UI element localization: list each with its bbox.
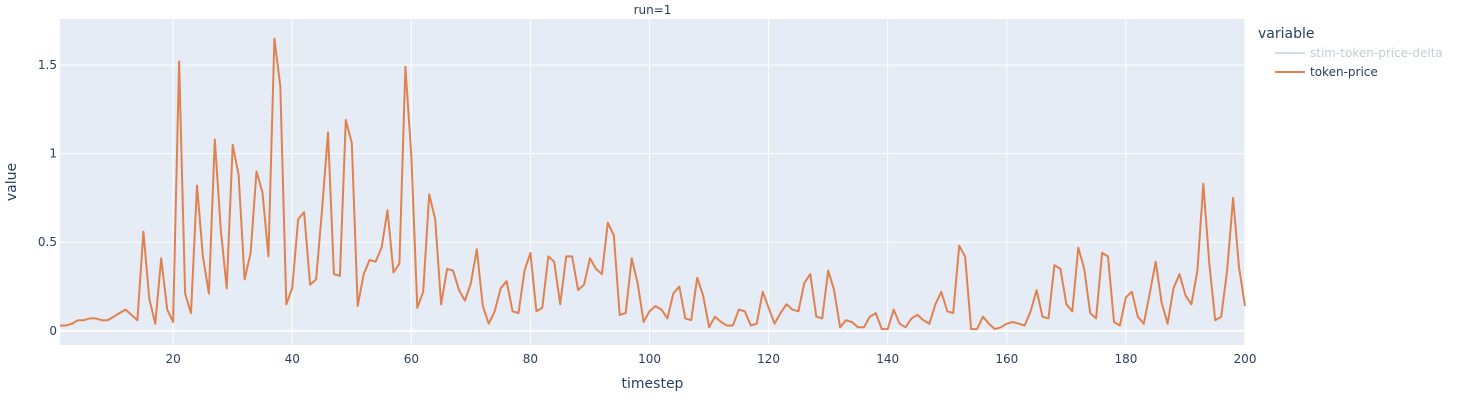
y-tick-label: 0 <box>49 324 57 338</box>
legend: variable stim-token-price-delta token-pri… <box>1258 26 1443 79</box>
y-tick-label: 0.5 <box>38 235 57 249</box>
y-tick-label: 1 <box>49 147 57 161</box>
x-tick-label: 60 <box>404 352 419 366</box>
x-tick-label: 140 <box>876 352 899 366</box>
plot-area <box>60 19 1245 345</box>
x-tick-label: 200 <box>1234 352 1257 366</box>
legend-label: stim-token-price-delta <box>1310 46 1443 60</box>
x-tick-label: 80 <box>523 352 538 366</box>
x-tick-label: 40 <box>285 352 300 366</box>
legend-item-token-price[interactable]: token-price <box>1275 65 1378 79</box>
x-tick-label: 180 <box>1114 352 1137 366</box>
y-gridlines <box>60 64 1245 332</box>
x-tick-labels: 20 40 60 80 100 120 140 160 180 200 <box>166 352 1257 366</box>
x-tick-label: 100 <box>638 352 661 366</box>
x-axis-title: timestep <box>622 376 684 392</box>
facet-title: run=1 <box>634 3 672 17</box>
series-layer <box>60 37 1246 331</box>
x-tick-label: 120 <box>757 352 780 366</box>
y-axis-title: value <box>4 163 20 201</box>
legend-label: token-price <box>1310 65 1378 79</box>
y-tick-label: 1.5 <box>38 58 57 72</box>
x-tick-label: 160 <box>995 352 1018 366</box>
y-tick-labels: 0 0.5 1 1.5 <box>38 58 57 338</box>
x-tick-label: 20 <box>166 352 181 366</box>
legend-title: variable <box>1258 26 1314 42</box>
legend-item-stim-token-price-delta[interactable]: stim-token-price-delta <box>1275 46 1443 60</box>
series-line-token-price[interactable] <box>60 37 1246 331</box>
x-gridlines <box>172 19 1246 345</box>
